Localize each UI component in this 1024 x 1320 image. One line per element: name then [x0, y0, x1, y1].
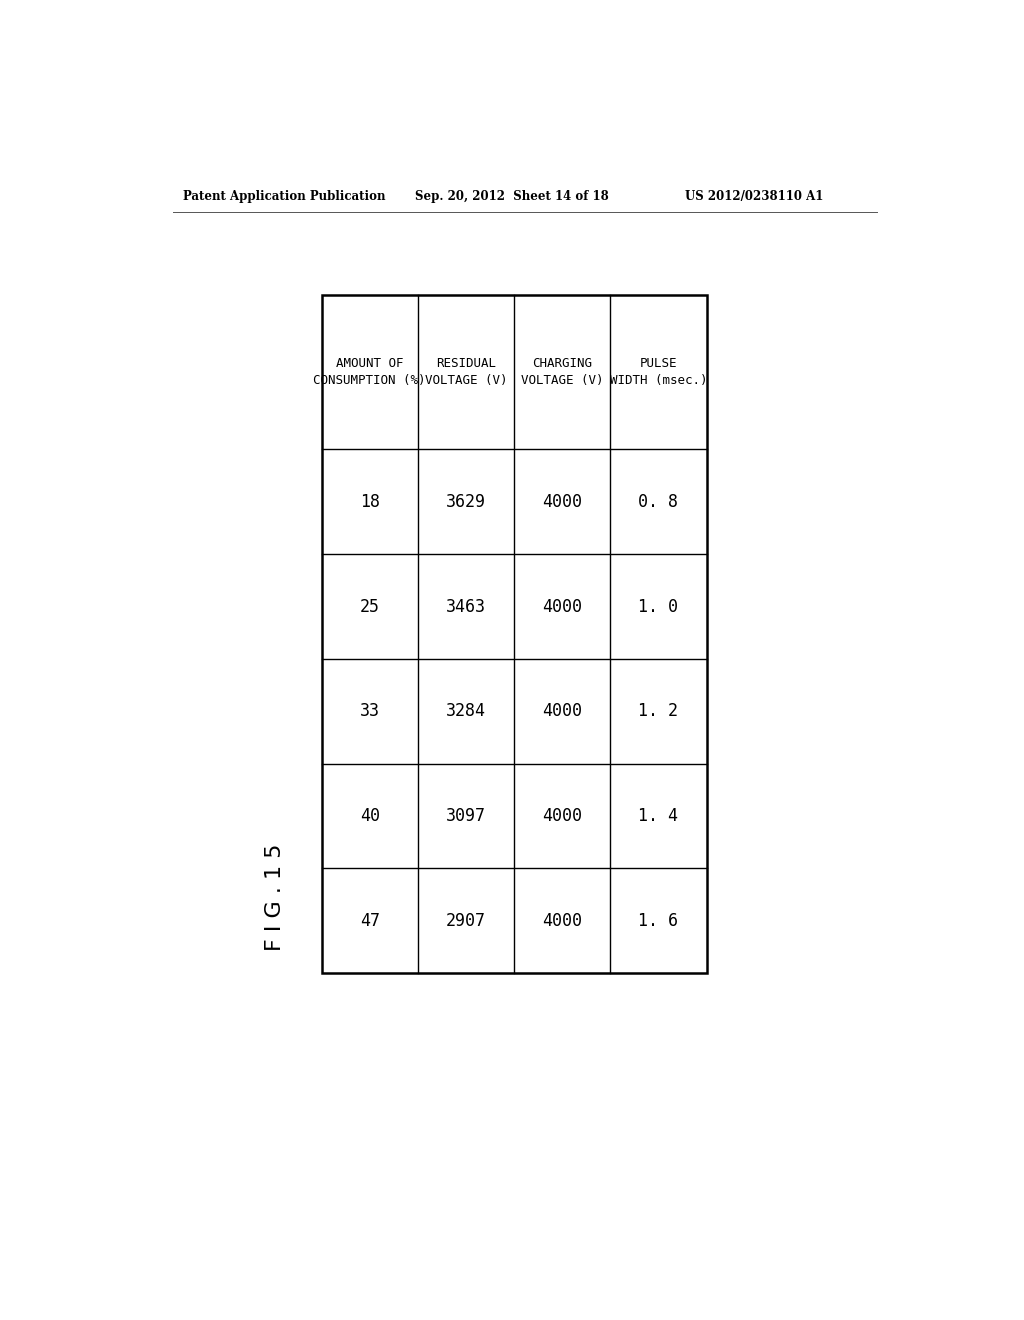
Text: 25: 25 — [359, 598, 380, 615]
Text: 40: 40 — [359, 807, 380, 825]
Text: 47: 47 — [359, 912, 380, 929]
Text: 4000: 4000 — [542, 807, 583, 825]
Text: US 2012/0238110 A1: US 2012/0238110 A1 — [685, 190, 823, 203]
Text: PULSE
WIDTH (msec.): PULSE WIDTH (msec.) — [609, 358, 708, 388]
Text: 0. 8: 0. 8 — [638, 492, 678, 511]
Text: 1. 2: 1. 2 — [638, 702, 678, 721]
Text: 3284: 3284 — [445, 702, 486, 721]
Text: Patent Application Publication: Patent Application Publication — [183, 190, 385, 203]
Text: 3463: 3463 — [445, 598, 486, 615]
Text: 18: 18 — [359, 492, 380, 511]
Text: 4000: 4000 — [542, 912, 583, 929]
Text: 4000: 4000 — [542, 702, 583, 721]
Text: Sep. 20, 2012  Sheet 14 of 18: Sep. 20, 2012 Sheet 14 of 18 — [416, 190, 609, 203]
Text: 2907: 2907 — [445, 912, 486, 929]
Text: RESIDUAL
VOLTAGE (V): RESIDUAL VOLTAGE (V) — [425, 358, 507, 388]
Text: AMOUNT OF
CONSUMPTION (%): AMOUNT OF CONSUMPTION (%) — [313, 358, 426, 388]
Text: 33: 33 — [359, 702, 380, 721]
Bar — [322, 296, 707, 973]
Text: 1. 0: 1. 0 — [638, 598, 678, 615]
Text: 1. 6: 1. 6 — [638, 912, 678, 929]
Text: 1. 4: 1. 4 — [638, 807, 678, 825]
Text: F I G . 1 5: F I G . 1 5 — [265, 843, 286, 952]
Text: 3629: 3629 — [445, 492, 486, 511]
Text: 4000: 4000 — [542, 598, 583, 615]
Text: CHARGING
VOLTAGE (V): CHARGING VOLTAGE (V) — [521, 358, 603, 388]
Text: 4000: 4000 — [542, 492, 583, 511]
Text: 3097: 3097 — [445, 807, 486, 825]
